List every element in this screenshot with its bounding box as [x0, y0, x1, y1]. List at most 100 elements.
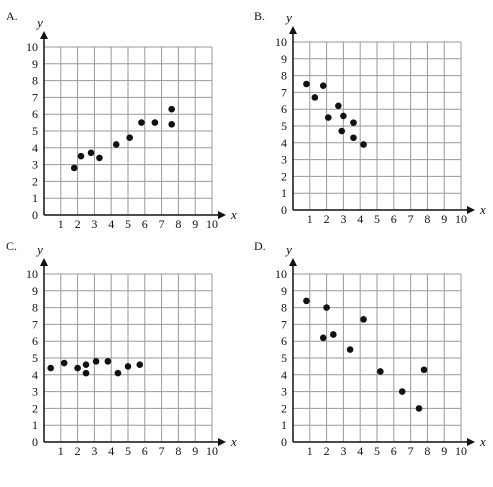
y-tick-label: 3 [32, 385, 38, 399]
y-tick-label: 6 [281, 334, 287, 348]
y-tick-label: 10 [275, 35, 287, 49]
y-tick-label: 10 [26, 40, 38, 54]
y-tick-label: 7 [281, 85, 287, 99]
y-tick-label: 0 [32, 435, 38, 449]
y-tick-label: 9 [32, 57, 38, 71]
data-point [60, 359, 68, 367]
x-tick-label: 9 [192, 444, 198, 458]
data-point [350, 134, 357, 142]
data-point [77, 152, 85, 160]
x-axis-arrow [218, 438, 226, 446]
y-tick-label: 8 [281, 69, 287, 83]
x-axis-arrow [467, 438, 475, 446]
data-point [311, 94, 319, 101]
x-tick-label: 10 [206, 444, 218, 458]
y-tick-label: 0 [281, 203, 287, 217]
data-point [319, 334, 327, 342]
data-point [346, 346, 354, 353]
y-tick-label: 5 [281, 351, 287, 365]
data-point [74, 364, 81, 372]
y-axis-label: y [35, 242, 43, 257]
grid [44, 46, 213, 215]
grid [44, 273, 213, 442]
data-point [92, 358, 100, 365]
x-tick-label: 9 [441, 444, 447, 458]
x-tick-label: 6 [142, 444, 148, 458]
y-tick-label: 1 [32, 191, 38, 205]
x-tick-label: 3 [91, 444, 97, 458]
x-axis-arrow [218, 211, 226, 219]
y-tick-label: 4 [281, 136, 287, 150]
data-point [323, 304, 330, 311]
data-point [303, 297, 310, 305]
x-tick-label: 6 [391, 212, 397, 226]
y-tick-label: 3 [32, 158, 38, 172]
x-axis-label: x [230, 434, 237, 449]
data-point [398, 388, 406, 395]
x-tick-label: 3 [340, 444, 346, 458]
x-tick-label: 2 [324, 212, 330, 226]
data-point [87, 149, 95, 157]
x-tick-label: 6 [391, 444, 397, 458]
y-tick-label: 2 [32, 401, 38, 415]
x-tick-label: 5 [374, 212, 380, 226]
x-tick-label: 5 [125, 444, 131, 458]
x-axis-arrow [467, 206, 475, 214]
y-axis-arrow [40, 258, 48, 266]
y-tick-label: 5 [32, 351, 38, 365]
data-point [82, 361, 90, 369]
x-tick-label: 10 [455, 444, 467, 458]
data-point [114, 369, 122, 377]
data-point [360, 141, 367, 148]
x-axis-label: x [479, 434, 486, 449]
data-point [138, 119, 145, 126]
x-tick-label: 10 [206, 217, 218, 231]
x-tick-label: 4 [357, 444, 363, 458]
y-tick-label: 8 [32, 301, 38, 315]
y-axis-arrow [289, 258, 297, 266]
panel-label: B. [254, 9, 265, 23]
data-point [330, 331, 337, 338]
y-tick-label: 8 [32, 74, 38, 88]
data-point [112, 141, 120, 148]
panel-label: C. [6, 239, 17, 253]
x-tick-label: 1 [58, 217, 64, 231]
data-point [168, 105, 175, 113]
grid [293, 273, 462, 442]
y-tick-label: 0 [32, 208, 38, 222]
y-tick-label: 3 [281, 385, 287, 399]
y-tick-label: 2 [281, 401, 287, 415]
x-axis-label: x [230, 207, 237, 222]
x-tick-label: 9 [441, 212, 447, 226]
data-point [377, 368, 384, 375]
grid [293, 41, 462, 210]
y-tick-label: 6 [32, 334, 38, 348]
x-tick-label: 2 [75, 217, 81, 231]
y-tick-label: 8 [281, 301, 287, 315]
y-tick-label: 2 [281, 169, 287, 183]
data-point [350, 119, 357, 126]
x-tick-label: 5 [125, 217, 131, 231]
y-tick-label: 3 [281, 153, 287, 167]
y-tick-label: 9 [281, 284, 287, 298]
x-tick-label: 7 [408, 212, 414, 226]
x-tick-label: 1 [307, 212, 313, 226]
data-point [303, 80, 310, 88]
y-tick-label: 0 [281, 435, 287, 449]
data-point [47, 364, 55, 372]
x-tick-label: 4 [108, 217, 114, 231]
y-axis-label: y [35, 15, 43, 30]
data-point [415, 405, 423, 412]
y-tick-label: 1 [32, 418, 38, 432]
data-point [96, 154, 103, 162]
x-tick-label: 8 [424, 212, 430, 226]
y-tick-label: 2 [32, 174, 38, 188]
y-tick-label: 10 [26, 267, 38, 281]
x-tick-label: 4 [357, 212, 363, 226]
x-tick-label: 2 [75, 444, 81, 458]
data-point [126, 134, 133, 142]
y-tick-label: 9 [281, 52, 287, 66]
y-tick-label: 1 [281, 186, 287, 200]
